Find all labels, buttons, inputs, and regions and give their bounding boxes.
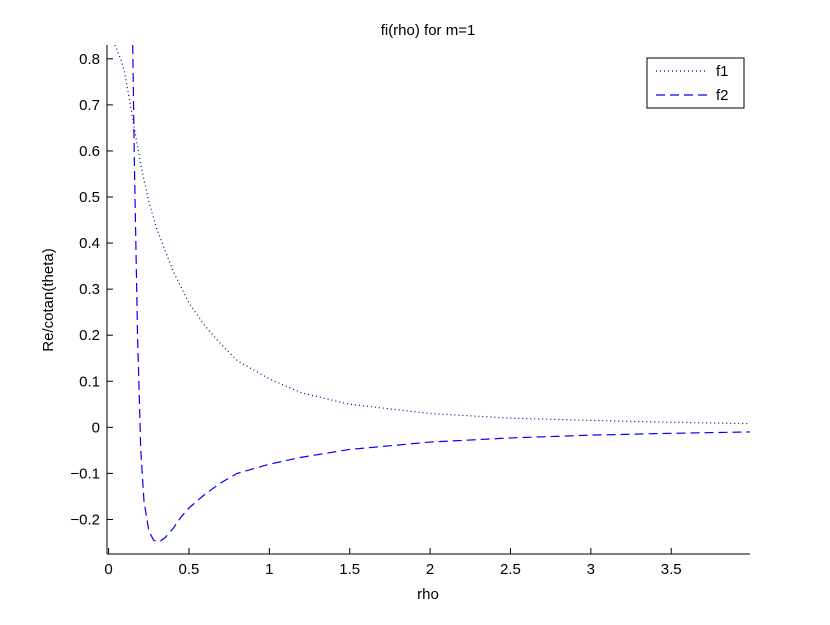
legend-box bbox=[646, 57, 745, 109]
y-ticks: −0.2 −0.1 0 0.1 0.2 0.3 0.4 0.5 0.6 0.7 0.8 bbox=[70, 51, 113, 528]
y-tick-label: 0.2 bbox=[79, 327, 100, 344]
y-tick-label: −0.1 bbox=[70, 465, 100, 482]
x-ticks: 0 0.5 1 1.5 2 2.5 3 3.5 bbox=[104, 548, 682, 578]
y-tick-label: 0.5 bbox=[79, 189, 100, 206]
y-tick-label: 0.1 bbox=[79, 373, 100, 390]
x-tick-label: 1 bbox=[265, 561, 273, 578]
x-tick-label: 0.5 bbox=[179, 561, 200, 578]
y-tick-label: 0.3 bbox=[79, 281, 100, 298]
legend-label-f1: f1 bbox=[716, 63, 729, 80]
x-tick-label: 1.5 bbox=[339, 561, 360, 578]
y-tick-label: 0.6 bbox=[79, 143, 100, 160]
legend: f1 f2 bbox=[646, 57, 745, 109]
x-tick-label: 0 bbox=[104, 561, 112, 578]
y-tick-label: 0.8 bbox=[79, 51, 100, 68]
y-tick-label: −0.2 bbox=[70, 511, 100, 528]
y-axis-title: Re/cotan(theta) bbox=[40, 248, 57, 351]
y-tick-label: 0.4 bbox=[79, 235, 100, 252]
series-line-f2 bbox=[132, 45, 750, 543]
x-tick-label: 3 bbox=[587, 561, 595, 578]
y-tick-label: 0.7 bbox=[79, 97, 100, 114]
x-tick-label: 2 bbox=[426, 561, 434, 578]
chart-title: fi(rho) for m=1 bbox=[381, 22, 476, 39]
series-layer bbox=[114, 45, 750, 543]
x-tick-label: 2.5 bbox=[500, 561, 521, 578]
axes-layer bbox=[106, 45, 750, 555]
y-tick-label: 0 bbox=[92, 419, 100, 436]
plot-background bbox=[107, 45, 750, 554]
legend-label-f2: f2 bbox=[716, 87, 729, 104]
x-axis-title: rho bbox=[417, 586, 439, 603]
x-tick-label: 3.5 bbox=[661, 561, 682, 578]
